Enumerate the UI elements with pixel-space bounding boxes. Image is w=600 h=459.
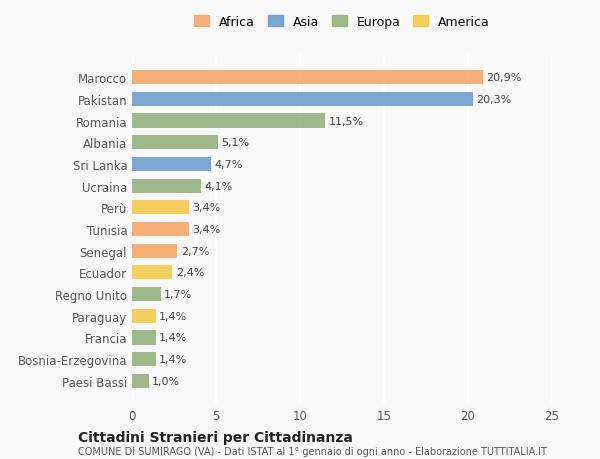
Text: 2,4%: 2,4% <box>176 268 204 278</box>
Bar <box>132 287 161 302</box>
Bar <box>132 157 211 172</box>
Text: 1,4%: 1,4% <box>159 333 187 343</box>
Text: Cittadini Stranieri per Cittadinanza: Cittadini Stranieri per Cittadinanza <box>78 430 353 444</box>
Text: 11,5%: 11,5% <box>329 116 364 126</box>
Text: 4,7%: 4,7% <box>214 160 242 169</box>
Bar <box>132 374 149 388</box>
Text: 20,9%: 20,9% <box>487 73 522 83</box>
Bar <box>132 353 155 366</box>
Bar <box>132 71 483 85</box>
Bar <box>132 93 473 106</box>
Legend: Africa, Asia, Europa, America: Africa, Asia, Europa, America <box>194 16 490 29</box>
Text: 3,4%: 3,4% <box>193 224 221 235</box>
Bar <box>132 330 155 345</box>
Bar <box>132 223 189 236</box>
Bar <box>132 114 325 129</box>
Text: 1,4%: 1,4% <box>159 354 187 364</box>
Text: 2,7%: 2,7% <box>181 246 209 256</box>
Bar <box>132 179 201 193</box>
Bar <box>132 266 172 280</box>
Text: 5,1%: 5,1% <box>221 138 249 148</box>
Text: 3,4%: 3,4% <box>193 203 221 213</box>
Text: 1,4%: 1,4% <box>159 311 187 321</box>
Text: 1,0%: 1,0% <box>152 376 180 386</box>
Bar <box>132 309 155 323</box>
Text: COMUNE DI SUMIRAGO (VA) - Dati ISTAT al 1° gennaio di ogni anno - Elaborazione T: COMUNE DI SUMIRAGO (VA) - Dati ISTAT al … <box>78 447 547 456</box>
Bar <box>132 244 178 258</box>
Bar <box>132 136 218 150</box>
Text: 20,3%: 20,3% <box>476 95 512 105</box>
Bar <box>132 201 189 215</box>
Text: 4,1%: 4,1% <box>204 181 232 191</box>
Text: 1,7%: 1,7% <box>164 290 192 299</box>
